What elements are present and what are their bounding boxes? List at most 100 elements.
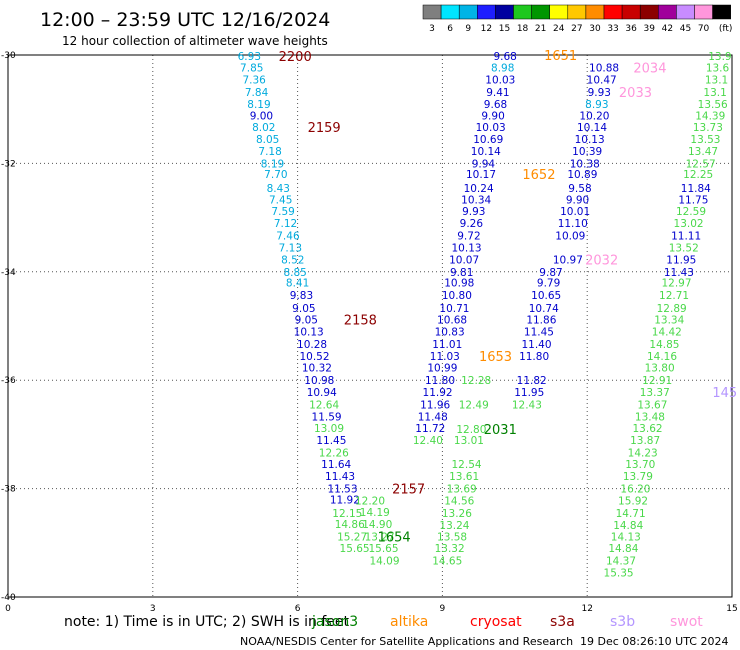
data-points: 6.937.857.367.848.199.008.028.057.188.19…	[238, 51, 732, 580]
colorbar-label: 33	[607, 24, 618, 34]
data-point-label: 13.61	[449, 471, 479, 483]
data-point-label: 7.85	[240, 62, 263, 74]
colorbar-swatch	[658, 4, 677, 20]
data-point-label: 15.35	[604, 568, 634, 580]
x-tick-label: 9	[440, 604, 446, 614]
data-point-label: 11.48	[418, 412, 448, 424]
data-point-label: 9.87	[539, 267, 562, 279]
data-point-label: 12.43	[512, 400, 542, 412]
colorbar-label: 39	[644, 24, 656, 34]
data-point-label: 8.05	[256, 134, 279, 146]
plot-frame	[7, 54, 733, 598]
colorbar-label: 21	[535, 24, 546, 34]
data-point-label: 9.72	[457, 230, 480, 242]
chart-header: 12:00 – 23:59 UTC 12/16/2024 12 hour col…	[40, 9, 330, 48]
data-point-label: 12.25	[683, 169, 713, 181]
legend-item-cryosat: cryosat	[470, 614, 522, 630]
data-point-label: 8.19	[261, 158, 284, 170]
colorbar-label: 6	[447, 24, 453, 34]
y-tick-label: -32	[1, 159, 16, 169]
colorbar-label: 3	[429, 24, 435, 34]
data-point-label: 7.70	[264, 169, 287, 181]
colorbar-label: (ft)	[719, 24, 733, 34]
x-tick-label: 0	[5, 604, 11, 614]
time-labels: 2200 2159 2158 2157 1654 2031 1651 1652 1653 2034…	[279, 49, 738, 545]
data-point-label: 11.80	[425, 375, 455, 387]
data-point-label: 10.52	[299, 351, 329, 363]
data-point-label: 9.58	[568, 183, 591, 195]
data-point-label: 13.73	[693, 122, 723, 134]
data-point-label: 11.95	[514, 387, 544, 399]
data-point-label: 13.48	[635, 412, 665, 424]
data-point-label: 8.02	[252, 122, 275, 134]
chart-title: 12:00 – 23:59 UTC 12/16/2024	[40, 9, 330, 31]
data-point-label: 13.69	[447, 484, 477, 496]
data-point-label: 11.45	[524, 326, 554, 338]
data-point-label: 10.80	[442, 290, 472, 302]
data-point-label: 8.41	[286, 278, 309, 290]
data-point-label: 10.03	[485, 74, 515, 86]
data-point-label: 10.65	[531, 290, 561, 302]
colorbar-label: 45	[680, 24, 691, 34]
data-point-label: 10.74	[529, 303, 559, 315]
data-point-label: 11.80	[519, 351, 549, 363]
data-point-label: 9.93	[462, 206, 485, 218]
footer: NOAA/NESDIS Center for Satellite Applica…	[240, 635, 728, 648]
data-point-label: 13.58	[437, 531, 467, 543]
data-point-label: 8.19	[247, 99, 270, 111]
colorbar-swatch	[603, 4, 623, 20]
data-point-label: 14.37	[606, 556, 636, 568]
y-tick-label: -36	[1, 376, 16, 386]
data-point-label: 14.84	[613, 520, 643, 532]
data-point-label: 13.6	[706, 62, 730, 74]
pass-time-label: 1652	[522, 168, 555, 183]
data-point-label: 6.93	[238, 51, 261, 63]
data-point-label: 9.41	[486, 87, 509, 99]
data-point-label: 10.88	[589, 62, 619, 74]
data-point-label: 11.92	[423, 387, 453, 399]
data-point-label: 13.62	[633, 423, 663, 435]
colorbar-swatch	[440, 4, 460, 20]
legend-item-s3a: s3a	[550, 614, 575, 630]
data-point-label: 14.65	[432, 556, 462, 568]
data-point-label: 10.89	[567, 169, 597, 181]
data-point-label: 9.68	[493, 51, 516, 63]
data-point-label: 12.89	[657, 303, 687, 315]
data-point-label: 9.26	[460, 218, 484, 230]
data-point-label: 12.64	[309, 400, 339, 412]
data-point-label: 13.53	[690, 134, 720, 146]
data-point-label: 13.67	[637, 400, 667, 412]
data-point-label: 15.92	[618, 496, 648, 508]
legend-satellites: jason3 altika cryosat s3a s3b swot	[311, 614, 703, 630]
data-point-label: 10.20	[579, 111, 609, 123]
data-point-label: 7.13	[279, 242, 302, 254]
data-point-label: 9.68	[484, 99, 507, 111]
legend-item-altika: altika	[390, 614, 428, 630]
colorbar-swatch	[549, 4, 569, 20]
colorbar-label: 18	[517, 24, 529, 34]
data-point-label: 14.19	[360, 507, 390, 519]
data-point-label: 14.84	[608, 543, 638, 555]
y-tick-label: -34	[1, 268, 16, 278]
axes: 0 3 6 9 12 15 -30 -32 -34 -36 -38 -40	[1, 51, 738, 614]
pass-time-label: 145	[712, 386, 737, 401]
data-point-label: 11.64	[321, 459, 351, 471]
x-tick-label: 12	[581, 604, 592, 614]
colorbar-swatch	[585, 4, 605, 20]
pass-time-label: 2200	[279, 50, 312, 65]
colorbar-swatch	[621, 4, 641, 20]
data-point-label: 13.9	[708, 51, 731, 63]
data-point-label: 7.59	[271, 206, 294, 218]
data-point-label: 12.28	[461, 375, 491, 387]
data-point-label: 13.26	[442, 508, 472, 520]
data-point-label: 10.83	[435, 326, 465, 338]
data-point-label: 11.03	[430, 351, 460, 363]
data-point-label: 11.84	[681, 183, 711, 195]
data-point-label: 12.15	[332, 508, 362, 520]
data-point-label: 14.42	[652, 326, 682, 338]
data-point-label: 15.27	[337, 531, 367, 543]
data-point-label: 11.82	[517, 375, 547, 387]
colorbar-swatch	[676, 4, 695, 20]
colorbar-label: 42	[662, 24, 673, 34]
colorbar-swatch	[639, 4, 659, 20]
